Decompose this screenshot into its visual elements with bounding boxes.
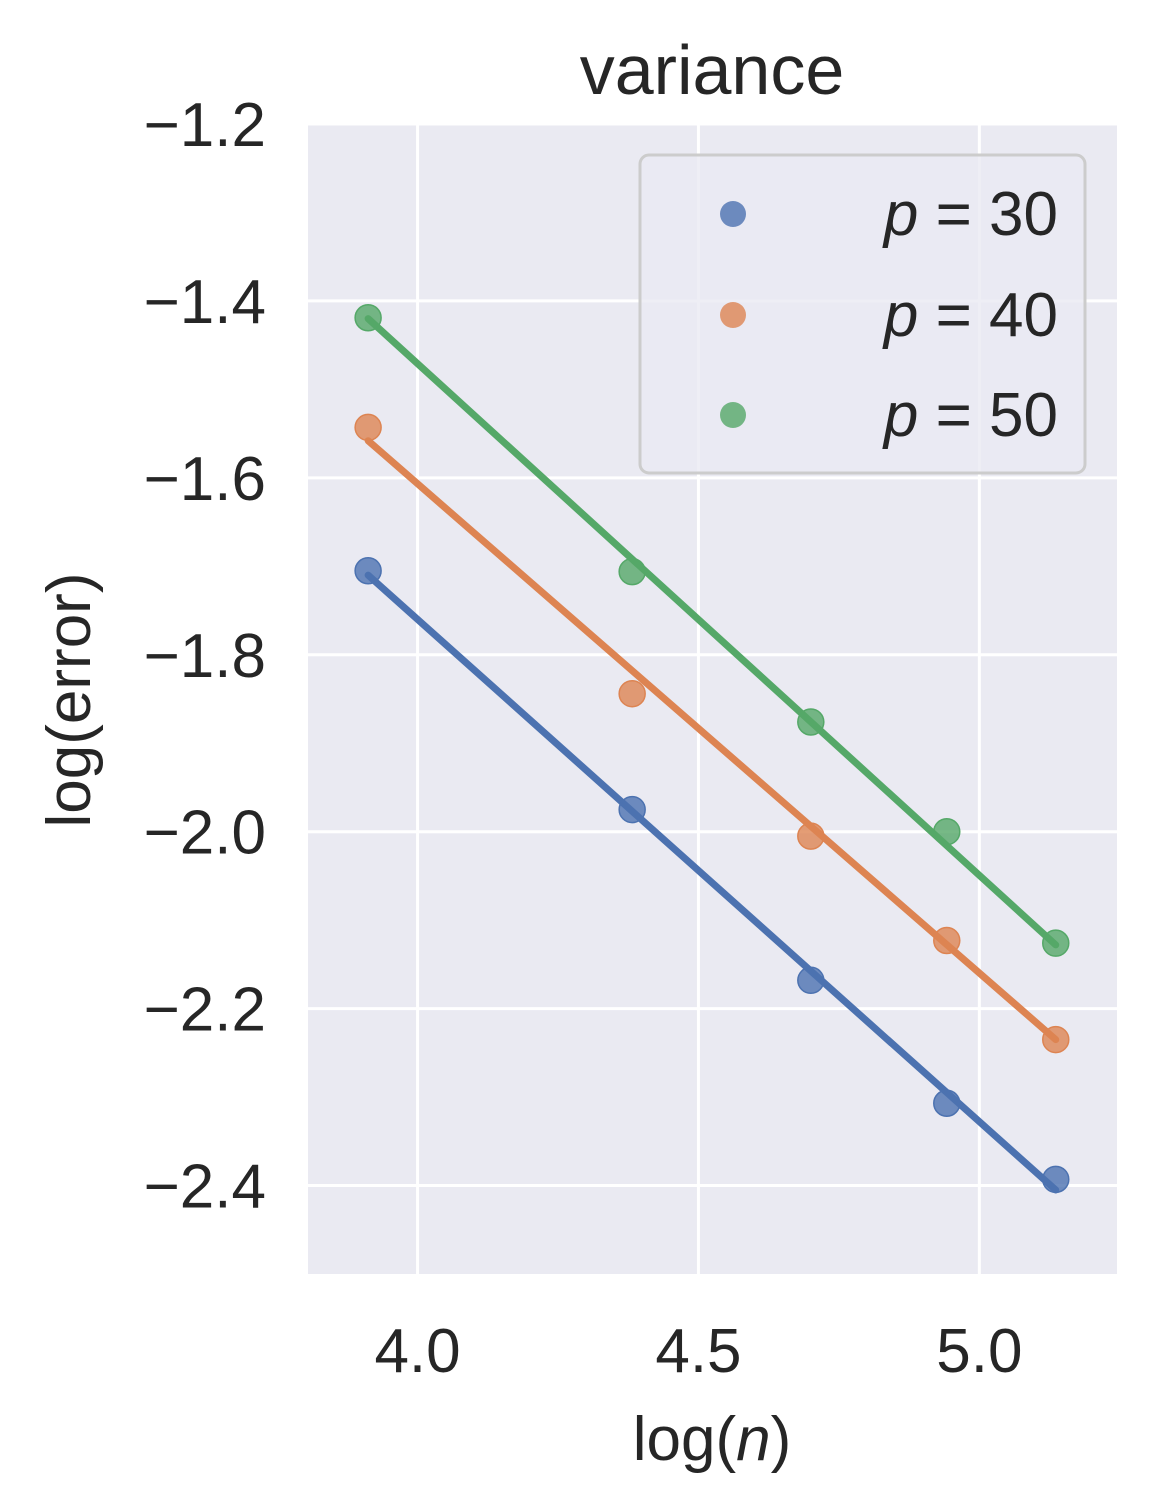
x-tick-label: 4.0 [374, 1317, 460, 1386]
legend-marker-p30 [720, 201, 746, 227]
point-p40 [797, 822, 825, 850]
point-p30 [354, 556, 382, 585]
y-tick-label: −1.6 [144, 445, 266, 514]
point-p50 [797, 708, 825, 736]
point-p30 [797, 966, 825, 995]
x-tick-label: 4.5 [655, 1317, 741, 1386]
x-tick-label: 5.0 [936, 1317, 1022, 1386]
legend-label-p50: p = 50 [882, 381, 1058, 450]
y-tick-label: −1.2 [144, 91, 266, 160]
point-p50 [618, 557, 646, 586]
x-axis-label: log(n) [633, 1405, 792, 1474]
y-tick-label: −2.4 [144, 1153, 266, 1222]
point-p50 [1042, 929, 1070, 957]
legend-label-p30: p = 30 [882, 180, 1058, 249]
legend-marker-p50 [720, 402, 746, 428]
x-tick-labels: 4.0 4.5 5.0 [374, 1317, 1022, 1386]
point-p40 [1042, 1025, 1070, 1054]
data-points [354, 303, 1070, 1194]
legend-marker-p40 [720, 302, 746, 328]
fit-line-p30 [364, 571, 1060, 1194]
y-axis-label: log(error) [35, 573, 104, 828]
point-p50 [933, 817, 961, 846]
legend-box [638, 153, 1087, 475]
y-tick-label: −2.0 [144, 799, 266, 868]
y-tick-label: −2.2 [144, 976, 266, 1045]
y-tick-label: −1.4 [144, 268, 266, 337]
y-tick-label: −1.8 [144, 622, 266, 691]
y-tick-labels: −1.2 −1.4 −1.6 −1.8 −2.0 −2.2 −2.4 [144, 91, 266, 1222]
point-p40 [354, 413, 382, 442]
legend: p = 30 p = 40 p = 50 [638, 153, 1087, 475]
chart-title: variance [580, 31, 845, 109]
point-p30 [1042, 1165, 1070, 1194]
point-p30 [933, 1089, 961, 1118]
point-p40 [618, 679, 646, 708]
legend-label-p40: p = 40 [882, 281, 1058, 350]
point-p30 [618, 795, 646, 824]
point-p50 [354, 303, 382, 332]
point-p40 [933, 926, 961, 955]
